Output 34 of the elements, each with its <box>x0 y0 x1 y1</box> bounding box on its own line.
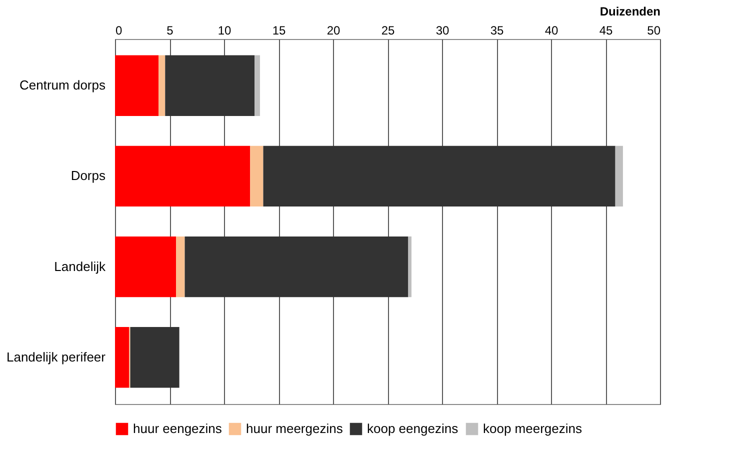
x-tick-label: 30 <box>436 24 450 38</box>
bar <box>254 55 260 116</box>
legend-label: koop meergezins <box>483 421 582 436</box>
x-tick-label: 50 <box>647 24 661 38</box>
x-axis-title: Duizenden <box>600 4 660 18</box>
bar <box>115 236 176 298</box>
x-tick-label: 0 <box>116 24 122 38</box>
bar <box>115 327 130 388</box>
x-tick-label: 5 <box>166 24 174 38</box>
bar <box>263 146 616 207</box>
x-tick-label: 25 <box>381 24 395 38</box>
bar <box>115 55 159 116</box>
x-tick-label: 20 <box>326 24 340 38</box>
x-tick-label: 15 <box>272 24 286 38</box>
legend-label: huur meergezins <box>246 421 344 436</box>
y-tick-label: Landelijk <box>54 258 106 274</box>
bar <box>408 236 412 298</box>
y-tick-label: Landelijk perifeer <box>6 349 106 364</box>
bar <box>250 146 264 207</box>
legend-label: huur eengezins <box>133 421 222 436</box>
bar <box>615 146 623 207</box>
x-tick-label: 45 <box>599 24 613 38</box>
bar <box>184 236 408 298</box>
y-tick-label: Centrum dorps <box>20 78 106 93</box>
y-tick-label: Dorps <box>70 168 106 184</box>
x-tick-label: 10 <box>218 24 232 38</box>
bar <box>115 146 250 207</box>
x-tick-label: 40 <box>544 24 558 38</box>
bar <box>130 327 180 388</box>
bar <box>176 236 185 298</box>
bar <box>165 55 255 116</box>
bar <box>158 55 166 116</box>
legend-label: koop eengezins <box>367 421 459 436</box>
x-tick-label: 35 <box>490 24 504 38</box>
